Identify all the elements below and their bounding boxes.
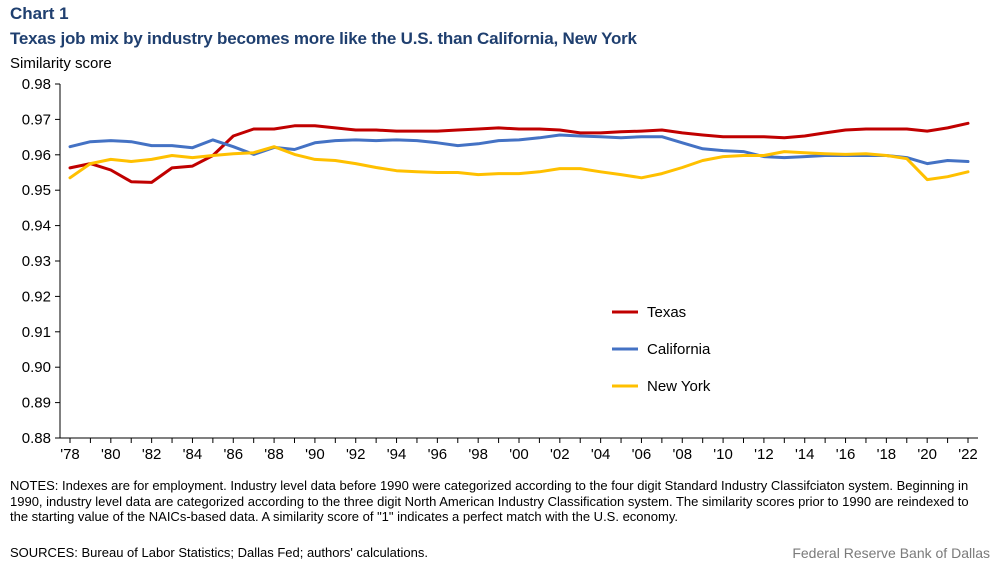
legend-label-california: California	[647, 341, 711, 358]
x-tick-label: '18	[877, 446, 897, 463]
y-tick-label: 0.90	[22, 359, 51, 376]
x-tick-label: '04	[591, 446, 611, 463]
chart-sources: SOURCES: Bureau of Labor Statistics; Dal…	[10, 545, 428, 560]
y-tick-label: 0.96	[22, 147, 51, 164]
y-tick-label: 0.92	[22, 288, 51, 305]
x-tick-label: '86	[223, 446, 243, 463]
x-tick-label: '78	[60, 446, 80, 463]
x-tick-label: '98	[468, 446, 488, 463]
x-tick-label: '84	[183, 446, 203, 463]
y-tick-label: 0.93	[22, 253, 51, 270]
x-tick-label: '94	[387, 446, 407, 463]
x-tick-label: '90	[305, 446, 325, 463]
line-chart: 0.88 0.89 0.90 0.91 0.92 0.93 0.94 0.95 0.96 0.97…	[22, 76, 978, 463]
x-tick-label: '22	[958, 446, 978, 463]
series-line-texas	[68, 121, 970, 184]
x-tick-label: '12	[754, 446, 774, 463]
x-tick-label: '80	[101, 446, 121, 463]
series-line-california	[68, 133, 970, 166]
x-tick-label: '08	[672, 446, 692, 463]
y-tick-label: 0.91	[22, 324, 51, 341]
x-tick-label: '10	[713, 446, 733, 463]
x-tick-label: '88	[264, 446, 284, 463]
series-line-new-york	[68, 145, 970, 182]
y-tick-label: 0.98	[22, 76, 51, 93]
y-tick-label: 0.94	[22, 218, 51, 235]
y-axis-title: Similarity score	[10, 55, 112, 72]
chart-notes: NOTES: Indexes are for employment. Indus…	[10, 478, 969, 524]
x-tick-label: '20	[917, 446, 937, 463]
chart-title: Texas job mix by industry becomes more l…	[10, 29, 637, 48]
x-tick-label: '06	[632, 446, 652, 463]
publisher-credit: Federal Reserve Bank of Dallas	[792, 545, 990, 561]
x-tick-label: '00	[509, 446, 529, 463]
y-tick-label: 0.88	[22, 430, 51, 447]
x-tick-label: '14	[795, 446, 815, 463]
y-tick-label: 0.89	[22, 395, 51, 412]
x-tick-label: '96	[428, 446, 448, 463]
x-tick-label: '92	[346, 446, 366, 463]
x-tick-label: '02	[550, 446, 570, 463]
chart-number: Chart 1	[10, 4, 69, 23]
y-tick-label: 0.95	[22, 182, 51, 199]
legend-label-texas: Texas	[647, 304, 686, 321]
x-tick-label: '16	[836, 446, 856, 463]
x-tick-label: '82	[142, 446, 162, 463]
legend-label-new-york: New York	[647, 378, 711, 395]
y-tick-label: 0.97	[22, 111, 51, 128]
